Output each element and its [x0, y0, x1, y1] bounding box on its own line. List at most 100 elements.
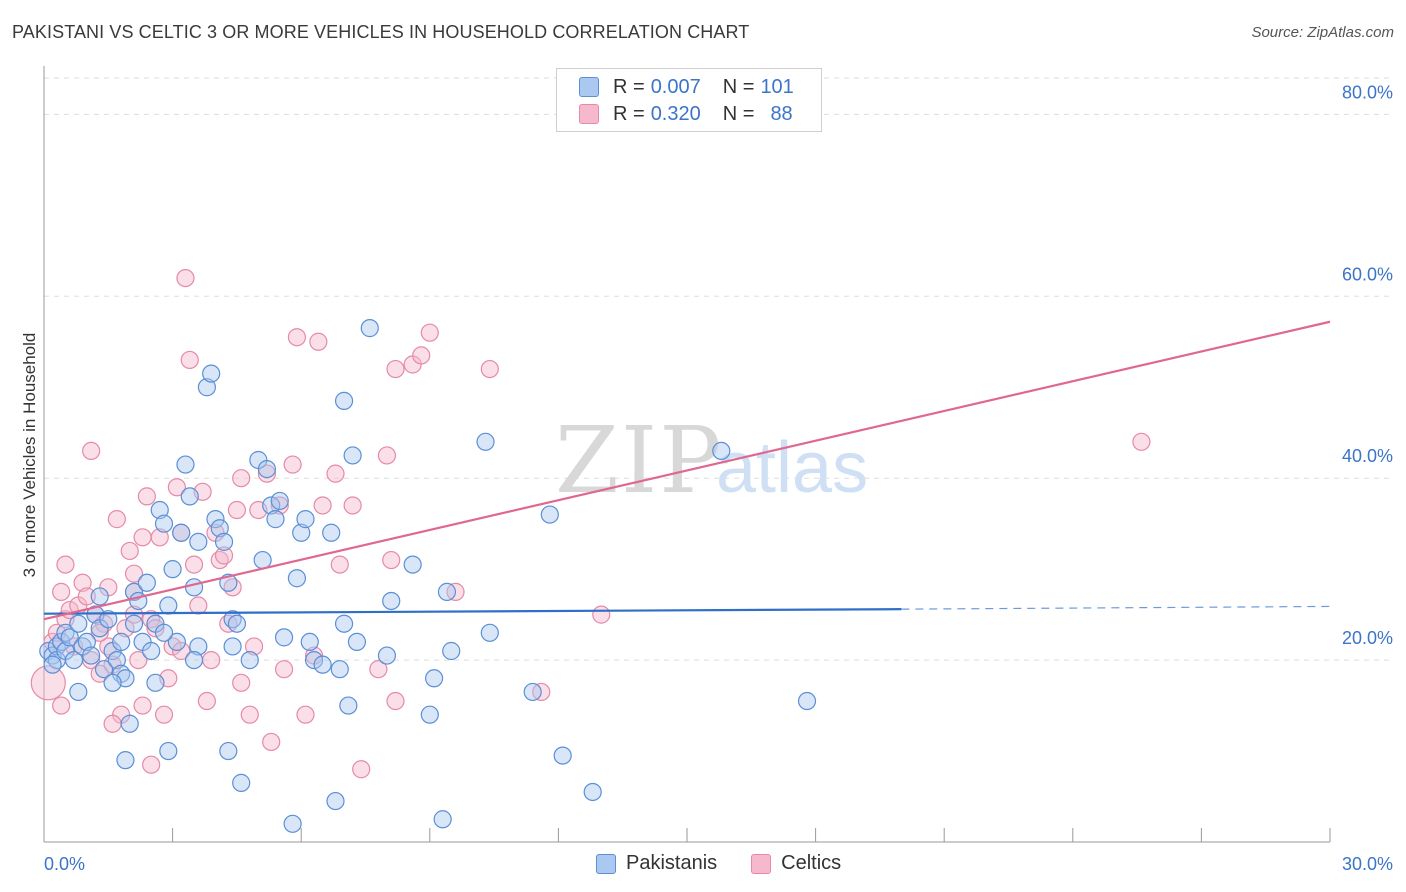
pakistani-point	[107, 650, 126, 670]
pakistani-point	[313, 655, 332, 674]
celtic-point	[386, 691, 405, 711]
celtic-point	[232, 469, 251, 488]
celtic-point	[124, 564, 144, 583]
pakistani-point	[270, 491, 289, 511]
pakistani-point	[64, 650, 84, 670]
pakistani-point	[116, 751, 135, 770]
chart-title: PAKISTANI VS CELTIC 3 OR MORE VEHICLES I…	[12, 22, 750, 42]
celtic-point	[176, 268, 195, 288]
legend-r-value: 0.320	[650, 102, 701, 125]
pakistani-point	[583, 782, 602, 802]
celtic-point	[420, 323, 439, 342]
pakistani-point	[180, 487, 199, 506]
celtic-point	[73, 573, 92, 592]
bottom-legend-label: Pakistanis	[626, 852, 718, 874]
legend-r-value: 0.007	[650, 75, 701, 98]
pakistani-point	[382, 591, 401, 611]
legend-n-value: 88	[770, 102, 793, 125]
legend-r-label: R =	[613, 75, 645, 98]
x-tick-label: 0.0%	[44, 854, 85, 874]
pakistani-point	[99, 610, 118, 629]
pakistani-point	[163, 560, 182, 579]
pakistani-point	[159, 596, 178, 615]
legend-swatch-celtics	[579, 104, 599, 124]
celtic-point	[480, 359, 499, 379]
celtic-point	[382, 550, 401, 570]
legend-row-pakistanis: R = 0.007 N = 101	[579, 75, 794, 99]
celtic-point	[326, 464, 345, 483]
celtic-point	[77, 587, 96, 606]
celtic-point	[172, 641, 191, 661]
pakistani-point	[296, 510, 315, 529]
source-label: Source: ZipAtlas.com	[1251, 24, 1394, 41]
pakistani-point	[223, 637, 242, 656]
pakistani-point	[437, 582, 457, 601]
celtic-point	[287, 328, 307, 347]
pakistani-trend-extension	[901, 605, 1331, 610]
pakistani-point	[124, 614, 144, 633]
celtic-point	[82, 441, 101, 461]
celtic-trend-line	[43, 320, 1331, 621]
pakistani-point	[90, 587, 109, 606]
tick-labels: 20.0% 40.0% 60.0% 80.0% 0.0% 30.0%	[44, 82, 1393, 874]
pakistani-point	[154, 514, 174, 533]
celtic-point	[120, 541, 139, 561]
celtic-point	[386, 359, 405, 379]
pakistanis-points	[39, 319, 817, 833]
celtic-point	[150, 528, 169, 547]
bottom-swatch-pakistanis	[596, 853, 616, 874]
legend-n-value: 101	[760, 75, 794, 98]
pakistani-point	[334, 391, 354, 410]
pakistani-point	[60, 628, 79, 647]
celtic-point	[107, 510, 126, 529]
pakistani-point	[797, 691, 817, 711]
celtic-point	[274, 660, 294, 679]
pakistani-point	[266, 510, 285, 529]
watermark-zip: ZIP	[555, 407, 723, 514]
celtic-point	[52, 696, 71, 715]
pakistani-point	[202, 364, 221, 383]
celtics-points	[30, 268, 1151, 779]
pakistani-point	[424, 669, 444, 688]
celtic-point	[313, 496, 332, 515]
pakistani-point	[52, 632, 71, 652]
pakistani-point	[420, 705, 439, 724]
pakistani-point	[197, 378, 216, 397]
celtic-point	[103, 714, 122, 733]
axes	[43, 66, 1331, 843]
pakistani-point	[322, 523, 341, 542]
celtic-point	[56, 555, 75, 574]
pakistani-trend-line	[43, 608, 902, 615]
legend-n-label: N =	[722, 102, 755, 125]
celtic-point	[283, 455, 302, 474]
pakistani-point	[292, 523, 311, 542]
legend-row-celtics: R = 0.320 N = 88	[579, 102, 793, 126]
y-tick-label: 20.0%	[1342, 628, 1393, 648]
celtic-point	[146, 619, 165, 638]
x-tick-label: 30.0%	[1342, 854, 1393, 874]
bottom-legend: Pakistanis Celtics	[596, 852, 875, 875]
pakistani-point	[172, 523, 191, 542]
celtic-point	[133, 528, 152, 547]
celtic-point	[369, 660, 388, 679]
celtic-point	[296, 705, 315, 724]
pakistani-point	[347, 632, 367, 652]
pakistani-point	[442, 641, 461, 661]
y-axis-label: 3 or more Vehicles in Household	[20, 333, 39, 578]
pakistani-point	[343, 446, 362, 465]
pakistani-point	[184, 650, 204, 670]
celtic-point	[184, 555, 204, 574]
pakistani-point	[257, 459, 277, 479]
pakistani-point	[142, 641, 161, 661]
pakistani-point	[210, 519, 229, 538]
pakistani-point	[82, 646, 101, 665]
pakistani-point	[69, 614, 88, 633]
pakistani-point	[330, 660, 349, 679]
celtic-point	[227, 500, 246, 520]
celtic-point	[330, 555, 349, 574]
pakistani-point	[253, 550, 272, 570]
pakistani-point	[403, 555, 422, 574]
pakistani-point	[167, 632, 186, 652]
pakistani-point	[103, 673, 122, 692]
celtic-point	[180, 350, 199, 370]
